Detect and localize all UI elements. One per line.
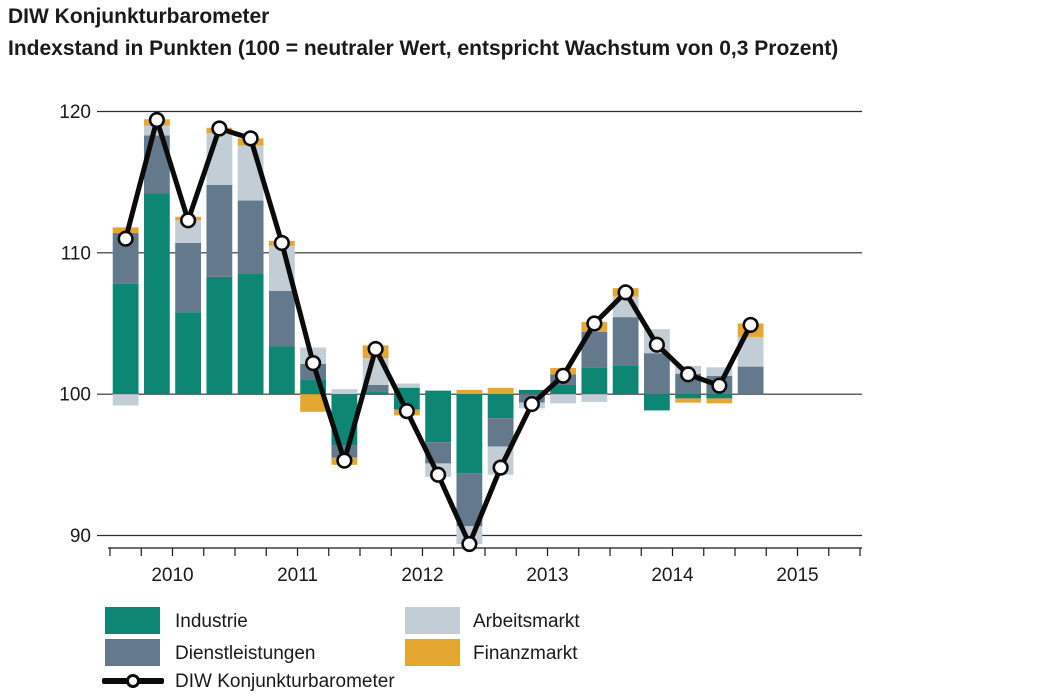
bar-segment-2012-Q1-industrie bbox=[362, 392, 389, 395]
barometer-point-2010-Q4 bbox=[211, 120, 228, 137]
barometer-point-2010-Q1 bbox=[117, 230, 134, 247]
barometer-point-2010-Q2 bbox=[148, 111, 165, 129]
bar-segment-2014-Q4-arbeitsmarkt bbox=[706, 367, 733, 376]
barometer-point-2014-Q2 bbox=[648, 336, 665, 353]
bar-segment-2014-Q1-industrie bbox=[612, 365, 639, 395]
bar-segment-2014-Q1-dienstleistungen bbox=[612, 317, 639, 366]
barometer-point-2013-Q1 bbox=[492, 459, 509, 476]
barometer-point-2012-Q1 bbox=[367, 340, 384, 358]
x-year-label-2014: 2014 bbox=[651, 565, 694, 586]
bar-segment-2015-Q1-dienstleistungen bbox=[737, 366, 764, 395]
barometer-point-2012-Q4 bbox=[461, 535, 478, 553]
bar-segment-2013-Q3-industrie bbox=[550, 384, 577, 395]
barometer-point-2011-Q3 bbox=[305, 354, 322, 372]
barometer-point-2013-Q3 bbox=[555, 367, 572, 384]
barometer-point-2014-Q4 bbox=[711, 377, 728, 394]
x-year-label-2013: 2013 bbox=[526, 565, 568, 586]
bar-segment-2010-Q1-arbeitsmarkt bbox=[112, 394, 139, 406]
bar-segment-2011-Q2-dienstleistungen bbox=[268, 290, 295, 347]
bar-segment-2011-Q4-arbeitsmarkt bbox=[331, 389, 358, 395]
barometer-point-2013-Q4 bbox=[586, 315, 603, 332]
bar-segment-2013-Q3-arbeitsmarkt bbox=[550, 394, 577, 404]
y-tick-label-110: 110 bbox=[61, 243, 91, 264]
x-year-label-2010: 2010 bbox=[151, 565, 193, 586]
bar-segment-2014-Q4-finanzmarkt bbox=[706, 398, 733, 404]
barometer-point-2013-Q2 bbox=[523, 395, 540, 413]
bar-segment-2013-Q2-industrie bbox=[518, 389, 545, 395]
barometer-point-2011-Q4 bbox=[336, 452, 353, 469]
bar-segment-2010-Q2-industrie bbox=[143, 193, 170, 395]
bar-segment-2013-Q1-dienstleistungen bbox=[487, 418, 514, 447]
bar-segment-2014-Q3-industrie bbox=[675, 394, 702, 399]
bar-segment-2012-Q3-industrie bbox=[425, 390, 452, 443]
bar-segment-2013-Q1-industrie bbox=[487, 394, 514, 419]
bar-segment-2010-Q1-industrie bbox=[112, 283, 139, 395]
y-tick-label-100: 100 bbox=[59, 385, 91, 406]
bar-segment-2013-Q4-arbeitsmarkt bbox=[581, 394, 608, 402]
bar-segment-2013-Q1-finanzmarkt bbox=[487, 387, 514, 395]
barometer-point-2014-Q3 bbox=[680, 366, 697, 383]
bar-segment-2014-Q3-finanzmarkt bbox=[675, 398, 702, 403]
bar-segment-2011-Q2-industrie bbox=[268, 346, 295, 395]
y-tick-label-90: 90 bbox=[70, 526, 91, 547]
bar-segment-2013-Q4-industrie bbox=[581, 367, 608, 395]
barometer-point-2011-Q1 bbox=[242, 130, 259, 147]
bar-segment-2010-Q4-industrie bbox=[206, 276, 233, 395]
x-year-label-2015: 2015 bbox=[776, 565, 818, 586]
bar-segment-2012-Q2-arbeitsmarkt bbox=[393, 383, 420, 388]
bar-segment-2010-Q3-industrie bbox=[175, 312, 202, 395]
bar-segment-2014-Q4-industrie bbox=[706, 394, 733, 399]
bar-segment-2010-Q2-arbeitsmarkt bbox=[143, 125, 170, 136]
bar-segment-2011-Q1-industrie bbox=[237, 274, 264, 395]
bar-segment-2012-Q4-finanzmarkt bbox=[456, 389, 483, 395]
x-year-label-2012: 2012 bbox=[401, 565, 443, 586]
barometer-point-2014-Q1 bbox=[617, 284, 634, 301]
bar-segment-2012-Q1-dienstleistungen bbox=[362, 384, 389, 393]
bar-segment-2014-Q2-dienstleistungen bbox=[643, 353, 670, 395]
y-tick-label-120: 120 bbox=[59, 102, 91, 123]
barometer-point-2015-Q1 bbox=[742, 316, 759, 334]
barometer-point-2012-Q3 bbox=[430, 466, 447, 483]
page-title: DIW Konjunkturbarometer bbox=[8, 5, 270, 28]
bar-segment-2012-Q4-industrie bbox=[456, 394, 483, 474]
bar-segment-2014-Q2-industrie bbox=[643, 394, 670, 411]
bar-segment-2010-Q4-dienstleistungen bbox=[206, 184, 233, 277]
bar-segment-2010-Q3-dienstleistungen bbox=[175, 242, 202, 313]
page-subtitle: Indexstand in Punkten (100 = neutraler W… bbox=[8, 37, 839, 60]
bar-segment-2011-Q3-finanzmarkt bbox=[300, 394, 327, 412]
barometer-point-2012-Q2 bbox=[398, 403, 415, 420]
bar-segment-2010-Q3-arbeitsmarkt bbox=[175, 220, 202, 243]
barometer-point-2010-Q3 bbox=[180, 212, 197, 229]
x-year-label-2011: 2011 bbox=[277, 565, 318, 586]
bar-segment-2011-Q1-dienstleistungen bbox=[237, 200, 264, 275]
barometer-point-2011-Q2 bbox=[273, 234, 290, 252]
